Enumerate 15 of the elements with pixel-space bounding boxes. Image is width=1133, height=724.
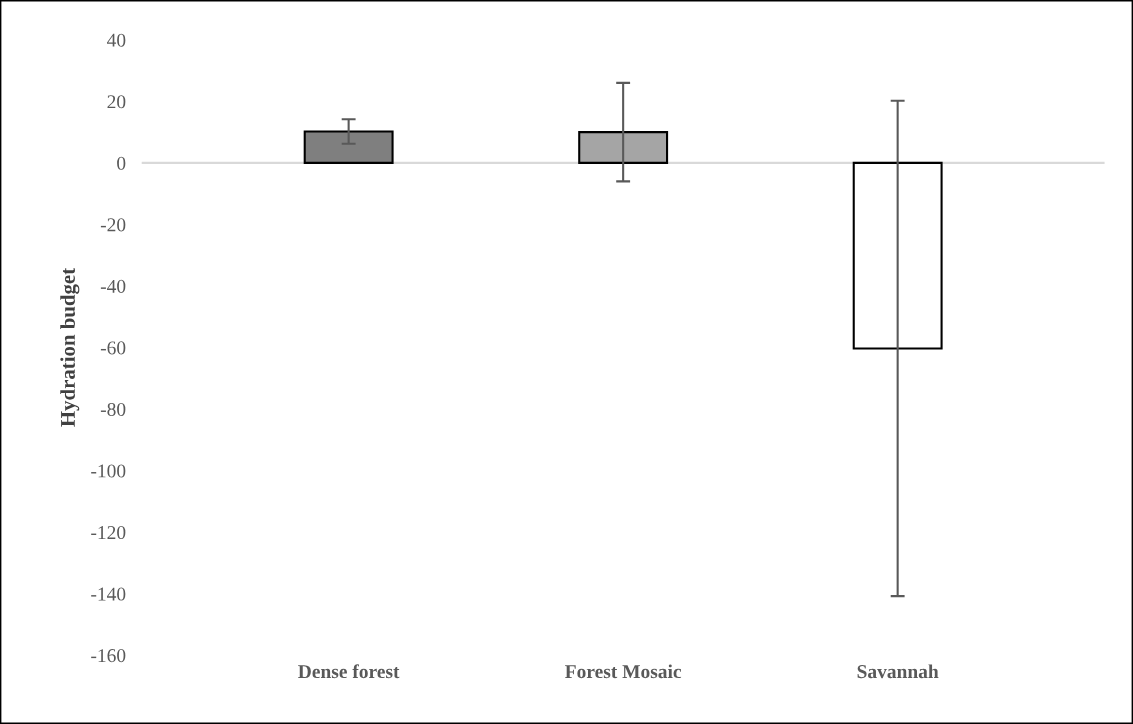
y-tick-label: 0 [117,156,126,170]
y-tick-label: -140 [91,587,126,601]
y-tick-label: -80 [100,402,126,416]
y-tick-label: -160 [91,649,126,663]
y-tick-label: -40 [100,279,126,293]
y-tick-label: 20 [107,95,126,109]
y-axis-title: Hydration budget [60,268,80,427]
x-tick-label: Savannah [857,664,939,679]
y-tick-label: 40 [107,33,126,47]
y-tick-label: -60 [100,341,126,355]
x-tick-label: Dense forest [298,664,400,679]
y-tick-label: -20 [100,218,126,232]
y-tick-label: -100 [91,464,126,478]
y-tick-label: -120 [91,525,126,540]
x-tick-label: Forest Mosaic [565,664,682,679]
